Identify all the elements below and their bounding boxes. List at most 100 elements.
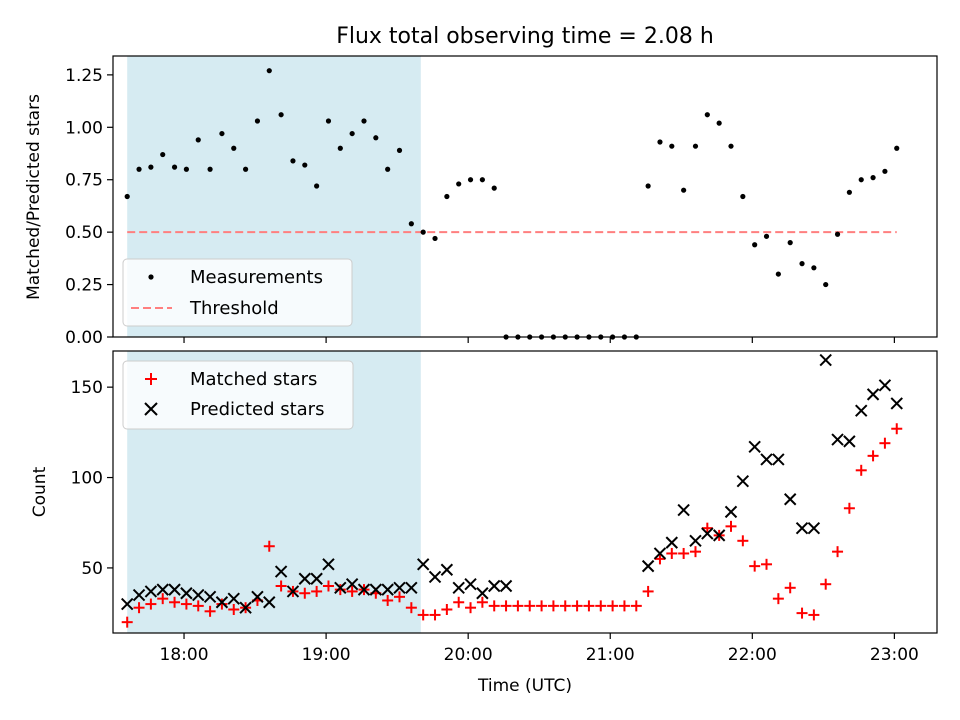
matched-star-point (441, 604, 453, 615)
measurement-point (775, 271, 781, 277)
predicted-star-point (677, 503, 690, 517)
predicted-star-point (736, 474, 750, 488)
predicted-star-point (298, 572, 312, 585)
predicted-star-point (180, 587, 193, 600)
matched-star-point (216, 598, 228, 610)
matched-star-point (607, 600, 619, 612)
bottom-axes-frame (112, 350, 938, 634)
matched-star-point (879, 437, 891, 449)
predicted-star-point (819, 353, 832, 367)
measurement-point (242, 166, 249, 172)
top-panel: Flux total observing time = 2.08 h 0.000… (24, 24, 938, 348)
matched-star-point (843, 502, 855, 514)
matched-star-point (394, 591, 406, 603)
matched-star-point (701, 522, 713, 534)
measurement-point (195, 137, 201, 143)
matched-star-point (642, 585, 654, 597)
predicted-star-point (772, 453, 785, 466)
predicted-star-point (203, 590, 217, 604)
predicted-star-point (843, 435, 856, 448)
measurement-point (669, 143, 675, 149)
xtick-label: 22:00 (728, 645, 777, 665)
predicted-star-point (641, 559, 655, 573)
matched-star-point (204, 605, 216, 617)
measurement-point (787, 240, 793, 246)
matched-star-point (571, 600, 583, 612)
predicted-star-point (310, 572, 323, 585)
matched-star-point (263, 540, 275, 552)
measurement-point (799, 261, 805, 267)
predicted-star-point (783, 493, 797, 506)
predicted-star-point (689, 534, 702, 548)
matched-star-point (524, 600, 536, 612)
predicted-star-point (452, 581, 465, 595)
measurement-point (420, 229, 426, 235)
matched-star-point (512, 600, 524, 612)
matched-star-point (228, 604, 240, 615)
matched-star-point (689, 546, 701, 558)
measurement-point (361, 118, 367, 124)
predicted-star-point (286, 585, 300, 598)
matched-star-point (784, 582, 796, 594)
predicted-star-point (239, 601, 252, 614)
xtick-label: 18:00 (160, 645, 209, 665)
measurement-point (491, 185, 497, 191)
legend-predicted-marker (144, 402, 158, 416)
legend-predicted-label: Predicted stars (190, 399, 324, 420)
chart-title: Flux total observing time = 2.08 h (336, 24, 714, 49)
measurement-point (124, 193, 130, 200)
predicted-star-point (263, 596, 276, 609)
measurement-point (337, 145, 343, 151)
measurement-point (846, 189, 852, 195)
measurement-point (894, 145, 900, 151)
predicted-star-point (357, 583, 371, 596)
matched-star-point (891, 423, 903, 435)
predicted-star-point (866, 388, 880, 401)
measurement-point (290, 158, 296, 164)
matched-star-point (630, 600, 642, 612)
predicted-star-point (831, 433, 844, 446)
measurement-point (479, 177, 485, 183)
predicted-star-point (144, 585, 158, 598)
bottom-y-axis-label: Count (30, 466, 50, 517)
measurement-point (870, 175, 876, 181)
predicted-star-point (748, 440, 761, 454)
matched-star-point (855, 464, 867, 476)
measurement-point (148, 164, 154, 170)
measurement-point (231, 145, 237, 151)
predicted-star-point (724, 505, 738, 519)
legend-matched-marker (145, 373, 157, 385)
x-axis-label: Time (UTC) (477, 676, 572, 696)
predicted-star-point (322, 558, 335, 571)
predicted-star-point (440, 563, 454, 576)
measurement-point (763, 233, 770, 239)
predicted-star-point (701, 527, 714, 540)
matched-star-point (405, 602, 417, 614)
measurement-point (692, 143, 699, 149)
predicted-star-point (855, 404, 868, 417)
predicted-star-point (807, 521, 821, 535)
predicted-star-point (120, 597, 134, 611)
predicted-star-point (345, 577, 359, 591)
measurement-point (278, 112, 284, 118)
top-ytick-label: 0.75 (65, 171, 103, 191)
top-y-axis: 0.00 0.25 0.50 0.75 1.00 1.25 (65, 66, 113, 348)
matched-star-point (121, 616, 133, 628)
predicted-star-point (227, 592, 240, 605)
xtick-label: 23:00 (870, 645, 919, 665)
predicted-star-point (878, 379, 892, 392)
predicted-star-point (381, 583, 394, 596)
predicted-star-point (665, 536, 679, 549)
measurement-point (740, 193, 746, 200)
matched-star-point (725, 520, 737, 532)
matched-star-point (547, 600, 559, 612)
matched-star-point (192, 600, 204, 612)
matched-star-point (737, 535, 749, 547)
legend-measurements-label: Measurements (190, 267, 323, 288)
measurement-point (160, 151, 166, 158)
measurement-point (834, 231, 841, 237)
matched-star-point (145, 598, 157, 610)
top-ytick-label: 0.00 (65, 328, 103, 348)
predicted-star-point (653, 547, 667, 560)
